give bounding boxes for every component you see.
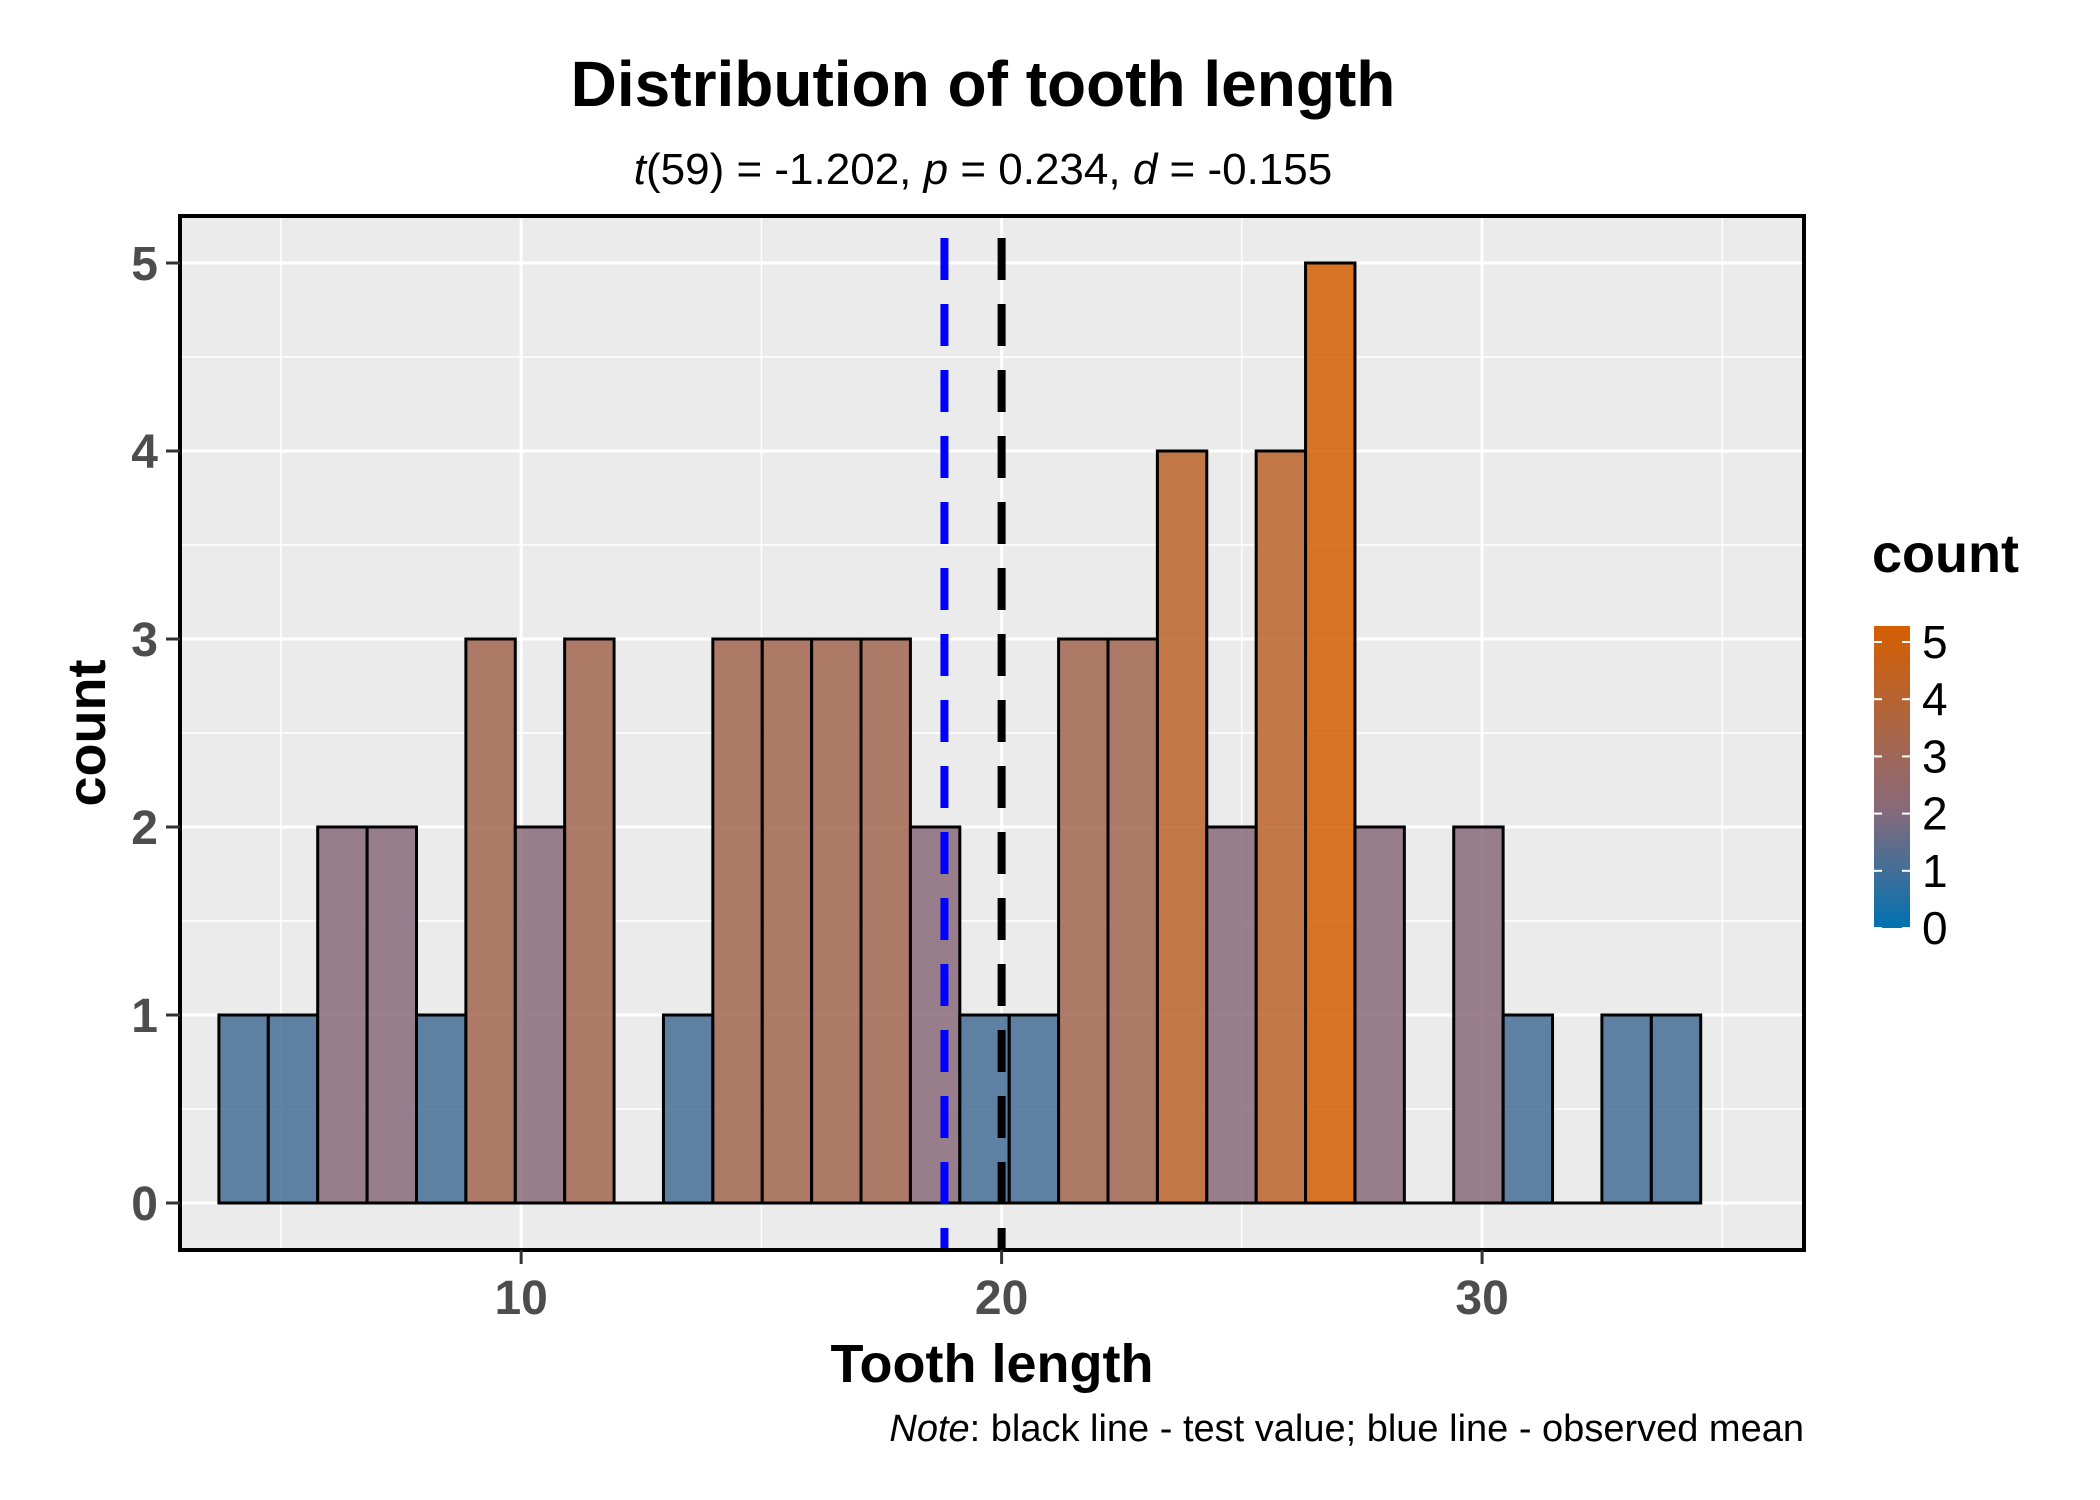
y-axis-title: count [57, 660, 117, 807]
histogram-bar [760, 637, 814, 1205]
legend-title: count [1872, 524, 2019, 584]
histogram-bar [513, 825, 567, 1205]
histogram-bar [1106, 637, 1159, 1205]
legend-break-label: 1 [1922, 845, 1948, 897]
histogram-bar [1007, 1013, 1061, 1205]
x-axis-title: Tooth length [831, 1334, 1154, 1394]
histogram-bar [1254, 449, 1308, 1205]
histogram-bar [1501, 1013, 1555, 1205]
subtitle-d-symbol: d [1133, 145, 1159, 194]
histogram-bar [1155, 449, 1209, 1205]
chart-caption: Note: black line - test value; blue line… [889, 1408, 1804, 1450]
plot-border [178, 214, 1806, 1252]
histogram-bar [365, 825, 418, 1205]
caption-note-label: Note [889, 1408, 969, 1450]
legend-labels: 012 345 [1874, 616, 1948, 954]
subtitle-t-symbol: t [634, 145, 648, 194]
legend: count 012 345 [1872, 524, 2019, 954]
legend-colorbar [1874, 626, 1910, 928]
histogram-bar [1205, 825, 1258, 1205]
histogram-bar [266, 1013, 320, 1205]
histogram-bar [859, 637, 912, 1205]
legend-break-label: 4 [1922, 673, 1948, 725]
legend-break-label: 2 [1922, 788, 1948, 840]
caption-text: : black line - test value; blue line - o… [970, 1408, 1804, 1450]
subtitle-p-text: = 0.234, [948, 145, 1133, 194]
x-tick-label: 10 [494, 1272, 547, 1325]
histogram-bar [464, 637, 517, 1205]
histogram-bar [661, 1013, 715, 1205]
histogram-bar [563, 637, 616, 1205]
y-tick-label: 5 [131, 238, 158, 291]
x-tick-label: 20 [975, 1272, 1028, 1325]
bars [217, 261, 1703, 1205]
chart-subtitle: t(59) = -1.202, p = 0.234, d = -0.155 [634, 145, 1332, 194]
histogram-bar [1600, 1013, 1653, 1205]
legend-break-label: 5 [1922, 616, 1948, 668]
histogram-bar [217, 1013, 270, 1205]
axis-ticks: 10 20 30 0 1 2 3 4 5 [131, 238, 1508, 1325]
y-tick-label: 4 [131, 426, 158, 479]
histogram-bar [711, 637, 764, 1205]
chart-title: Distribution of tooth length [571, 48, 1396, 120]
histogram-bar [414, 1013, 468, 1205]
y-tick-label: 0 [131, 1178, 158, 1231]
histogram-bar [1304, 261, 1357, 1205]
histogram-bar [1057, 637, 1110, 1205]
y-tick-label: 2 [131, 802, 158, 855]
x-tick-label: 30 [1455, 1272, 1508, 1325]
histogram-bar [316, 825, 369, 1205]
legend-break-label: 0 [1922, 902, 1948, 954]
subtitle-t-text: (59) = -1.202, [646, 145, 924, 194]
y-tick-label: 3 [131, 614, 158, 667]
y-tick-label: 1 [131, 990, 158, 1043]
histogram-bar [1353, 825, 1406, 1205]
histogram-bar [1452, 825, 1505, 1205]
reference-lines [940, 238, 1006, 1250]
histogram-bar [810, 637, 863, 1205]
subtitle-d-text: = -0.155 [1157, 145, 1332, 194]
legend-break-label: 3 [1922, 730, 1948, 782]
subtitle-p-symbol: p [922, 145, 948, 194]
histogram-bar [908, 825, 962, 1205]
histogram-bar [1649, 1013, 1703, 1205]
